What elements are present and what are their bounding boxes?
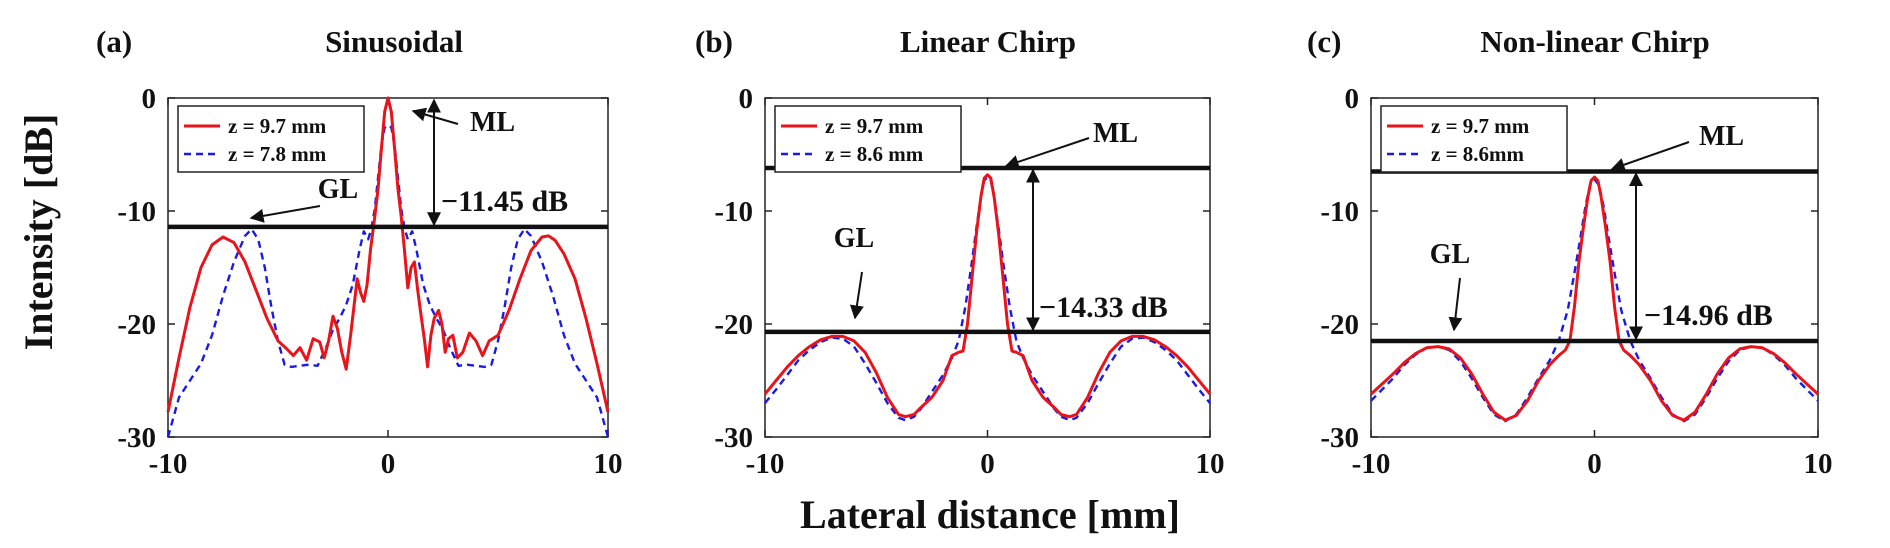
legend-box <box>774 105 962 173</box>
gl-annotation: GL <box>318 174 358 205</box>
db-annotation: −14.33 dB <box>1039 291 1168 324</box>
legend: z = 9.7 mm z = 7.8 mm <box>177 105 365 173</box>
series-line-1 <box>1369 175 1820 422</box>
panel-3: -10 0 10 0 -10 -20 -30 (c) Non-linear Chirp z = 9… <box>1307 24 1833 480</box>
x-tick-label: -10 <box>149 448 188 480</box>
ml-annotation: ML <box>1093 118 1138 149</box>
x-tick-label: 10 <box>594 448 623 480</box>
db-annotation: −11.45 dB <box>441 185 568 218</box>
legend-label: z = 8.6mm <box>1431 142 1525 166</box>
y-tick-label: 0 <box>1345 83 1360 115</box>
y-tick-label: -10 <box>117 196 156 228</box>
y-tick-label: 0 <box>739 83 754 115</box>
x-tick-label: -10 <box>746 448 785 480</box>
gl-pointer-arrow <box>249 205 321 223</box>
x-tick-label: 0 <box>1587 448 1602 480</box>
y-tick-label: -20 <box>1320 309 1359 341</box>
x-tick-label: 0 <box>381 448 396 480</box>
x-tick-label: 0 <box>980 448 995 480</box>
y-tick-label: -20 <box>714 309 753 341</box>
panel-label: (a) <box>96 24 132 59</box>
ml-pointer-arrow <box>1610 141 1690 172</box>
series-line-2 <box>166 123 610 438</box>
panel-title: Non-linear Chirp <box>1480 24 1709 59</box>
legend-label: z = 9.7 mm <box>1431 114 1530 138</box>
legend-label: z = 9.7 mm <box>825 114 924 138</box>
ml-pointer-arrow <box>411 107 459 125</box>
gl-pointer-arrow <box>849 271 864 320</box>
legend-box <box>177 105 365 173</box>
legend-label: z = 9.7 mm <box>228 114 327 138</box>
legend-box <box>1380 105 1568 173</box>
panel-2: -10 0 10 0 -10 -20 -30 (b) Linear Chirp z = 9.7 m… <box>695 24 1225 480</box>
x-tick-label: 10 <box>1196 448 1225 480</box>
db-annotation: −14.96 dB <box>1644 299 1773 332</box>
legend-label: z = 8.6 mm <box>825 142 924 166</box>
ml-annotation: ML <box>470 107 515 138</box>
legend-label: z = 7.8 mm <box>228 142 327 166</box>
gl-pointer-arrow <box>1448 277 1463 332</box>
legend: z = 9.7 mm z = 8.6mm <box>1380 105 1568 173</box>
y-axis-label: Intensity [dB] <box>16 114 61 351</box>
y-tick-label: -30 <box>117 422 156 454</box>
series-line-2 <box>1370 178 1819 423</box>
y-tick-label: 0 <box>142 83 157 115</box>
y-tick-label: -30 <box>714 422 753 454</box>
y-tick-label: -30 <box>1320 422 1359 454</box>
series-line-1 <box>166 96 610 413</box>
panel-title: Sinusoidal <box>325 24 463 59</box>
series-line-1 <box>763 173 1212 419</box>
panel-title: Linear Chirp <box>900 24 1076 59</box>
gl-annotation: GL <box>834 223 874 254</box>
panel-label: (c) <box>1307 24 1341 59</box>
x-axis-label: Lateral distance [mm] <box>800 492 1180 537</box>
series-line-2 <box>764 175 1211 422</box>
ml-annotation: ML <box>1699 121 1744 152</box>
gl-annotation: GL <box>1430 239 1470 270</box>
y-tick-label: -20 <box>117 309 156 341</box>
x-tick-label: -10 <box>1352 448 1391 480</box>
legend: z = 9.7 mm z = 8.6 mm <box>774 105 962 173</box>
y-tick-label: -10 <box>714 196 753 228</box>
x-tick-label: 10 <box>1804 448 1833 480</box>
panel-label: (b) <box>695 24 733 59</box>
ml-pointer-arrow <box>1004 137 1090 169</box>
y-tick-label: -10 <box>1320 196 1359 228</box>
